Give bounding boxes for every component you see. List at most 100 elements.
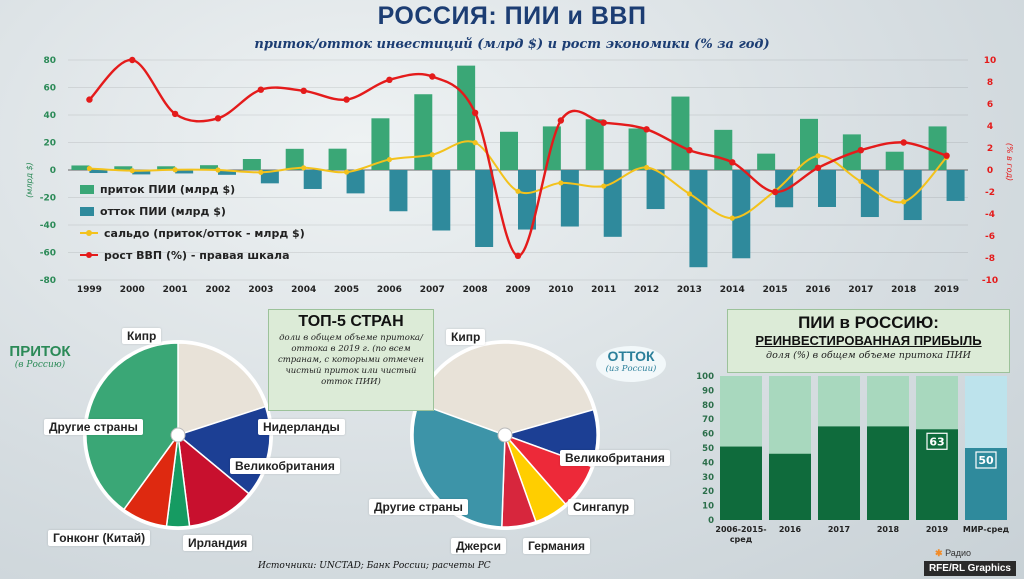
legend-item-gdp: рост ВВП (%) - правая шкала — [80, 244, 305, 266]
outflow-label-jersey: Джерси — [451, 538, 506, 554]
outflow-badge-title: ОТТОК — [607, 348, 655, 364]
point-saldo-1999 — [86, 165, 93, 172]
slice-Великобритания — [177, 433, 250, 528]
x-tick-label: 2005 — [334, 285, 359, 295]
reinvest-y-tick: 60 — [702, 430, 714, 440]
credit-badge: RFE/RL Graphics — [923, 561, 1016, 576]
point-saldo-2009 — [515, 188, 521, 194]
reinvest-y-tick: 70 — [702, 415, 714, 425]
y2-tick-label: 8 — [987, 78, 993, 88]
point-saldo-2006 — [386, 156, 393, 163]
outflow-badge-note: (из России) — [605, 364, 657, 374]
x-tick-label: 2001 — [163, 285, 188, 295]
chart-subtitle: приток/отток инвестиций (млрд $) и рост … — [254, 37, 770, 52]
point-gdp-2018 — [900, 139, 907, 146]
inflow-label-netherlands: Нидерланды — [258, 419, 345, 435]
top5-text: доли в общем объеме притока/оттока в 201… — [277, 333, 425, 388]
reinvest-data-label: 50 — [978, 454, 994, 467]
bar-outflow-2019 — [946, 170, 965, 201]
y-tick-label: 80 — [43, 56, 56, 66]
point-gdp-2001 — [171, 110, 179, 118]
slice-Другие страны — [412, 402, 506, 528]
bar-outflow-2005 — [346, 170, 365, 194]
reinvest-y-tick: 50 — [702, 444, 714, 454]
point-saldo-2000 — [129, 168, 135, 174]
x-tick-label: 2010 — [548, 285, 573, 295]
reinvest-title2: РЕИНВЕСТИРОВАННАЯ ПРИБЫЛЬ — [755, 333, 982, 348]
x-tick-label: 2007 — [420, 285, 445, 295]
legend-label-inflow: приток ПИИ (млрд $) — [100, 182, 236, 196]
reinvest-y-tick: 90 — [702, 386, 714, 396]
y2-tick-label: -4 — [985, 210, 995, 220]
bar-outflow-2011 — [603, 170, 622, 237]
reinvest-data-label: 63 — [929, 435, 944, 448]
point-saldo-2003 — [258, 169, 264, 175]
point-gdp-2016 — [814, 164, 822, 171]
inflow-label-ireland: Ирландия — [183, 535, 253, 551]
x-tick-label: 2008 — [463, 285, 488, 295]
x-tick-label: 2012 — [634, 285, 659, 295]
x-tick-label: 2002 — [205, 285, 230, 295]
outflow-label-cyprus: Кипр — [446, 329, 486, 345]
y2-tick-label: 0 — [987, 166, 993, 176]
y2-tick-label: 2 — [987, 144, 993, 154]
point-saldo-2013 — [686, 191, 693, 197]
reinvest-subtitle: доля (%) в общем объеме притока ПИИ — [766, 350, 971, 361]
reinvest-bar-2016 — [769, 453, 811, 520]
point-gdp-2002 — [214, 115, 222, 122]
bar-inflow-2001 — [157, 166, 176, 170]
inflow-badge: ПРИТОК (в Россию) — [6, 343, 74, 370]
point-saldo-2007 — [429, 152, 435, 158]
bar-inflow-2019 — [928, 126, 947, 170]
reinvest-x-label-2: сред — [730, 535, 753, 544]
legend-swatch-gdp — [80, 250, 98, 260]
y-tick-label: -20 — [40, 194, 56, 204]
bar-outflow-2008 — [475, 170, 494, 247]
point-saldo-2011 — [601, 183, 607, 189]
bar-inflow-2013 — [671, 96, 690, 170]
y2-tick-label: 6 — [987, 100, 993, 110]
reinvest-x-label: 2017 — [828, 525, 850, 534]
bar-outflow-2003 — [260, 170, 279, 184]
bar-inflow-2009 — [500, 131, 518, 170]
x-tick-label: 1999 — [77, 285, 102, 295]
y2-tick-label: -6 — [985, 232, 995, 242]
point-saldo-2017 — [858, 178, 864, 185]
slice-Кипр — [177, 342, 267, 437]
legend-label-saldo: сальдо (приток/отток - млрд $) — [104, 226, 305, 240]
y-tick-label: 20 — [43, 139, 56, 149]
reinvest-bar-2019 — [916, 429, 958, 520]
legend-swatch-outflow — [80, 206, 94, 216]
main-chart: 806040200-20-40-60-801086420-2-4-6-8-10(… — [25, 56, 1014, 295]
point-gdp-2008 — [471, 109, 479, 116]
bar-inflow-2005 — [328, 148, 347, 170]
x-tick-label: 2016 — [805, 285, 830, 295]
bar-outflow-2013 — [689, 170, 708, 268]
outflow-badge: ОТТОК (из России) — [596, 346, 666, 382]
legend-label-outflow: отток ПИИ (млрд $) — [100, 204, 226, 218]
point-saldo-2004 — [301, 165, 307, 171]
x-tick-label: 2000 — [120, 285, 145, 295]
y2-tick-label: -2 — [985, 188, 995, 198]
point-saldo-2008 — [472, 140, 478, 146]
y2-tick-label: -10 — [982, 276, 998, 286]
y2-axis-title: (% в год) — [1005, 143, 1014, 181]
x-tick-label: 2003 — [248, 285, 273, 295]
reinvest-y-tick: 80 — [702, 401, 714, 411]
point-gdp-2005 — [343, 96, 350, 103]
bar-outflow-2002 — [218, 170, 236, 175]
x-tick-label: 2015 — [763, 285, 788, 295]
bar-inflow-2003 — [242, 159, 261, 170]
bar-outflow-2010 — [560, 170, 579, 227]
reinvest-y-tick: 100 — [696, 372, 714, 382]
outflow-label-singapore: Сингапур — [568, 499, 635, 515]
point-gdp-2014 — [729, 159, 736, 166]
bar-outflow-2000 — [132, 170, 151, 175]
bar-inflow-2002 — [200, 165, 218, 170]
pie-inflow — [83, 340, 273, 530]
point-saldo-2016 — [815, 153, 821, 159]
reinvest-y-tick: 40 — [702, 458, 714, 468]
bar-inflow-2000 — [114, 166, 133, 170]
bar-inflow-2007 — [414, 94, 433, 170]
bar-outflow-2012 — [646, 170, 665, 210]
